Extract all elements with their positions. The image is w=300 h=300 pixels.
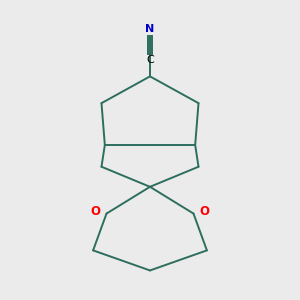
Text: O: O: [91, 206, 100, 218]
Text: N: N: [146, 24, 154, 34]
Text: C: C: [146, 55, 154, 65]
Text: O: O: [200, 206, 209, 218]
